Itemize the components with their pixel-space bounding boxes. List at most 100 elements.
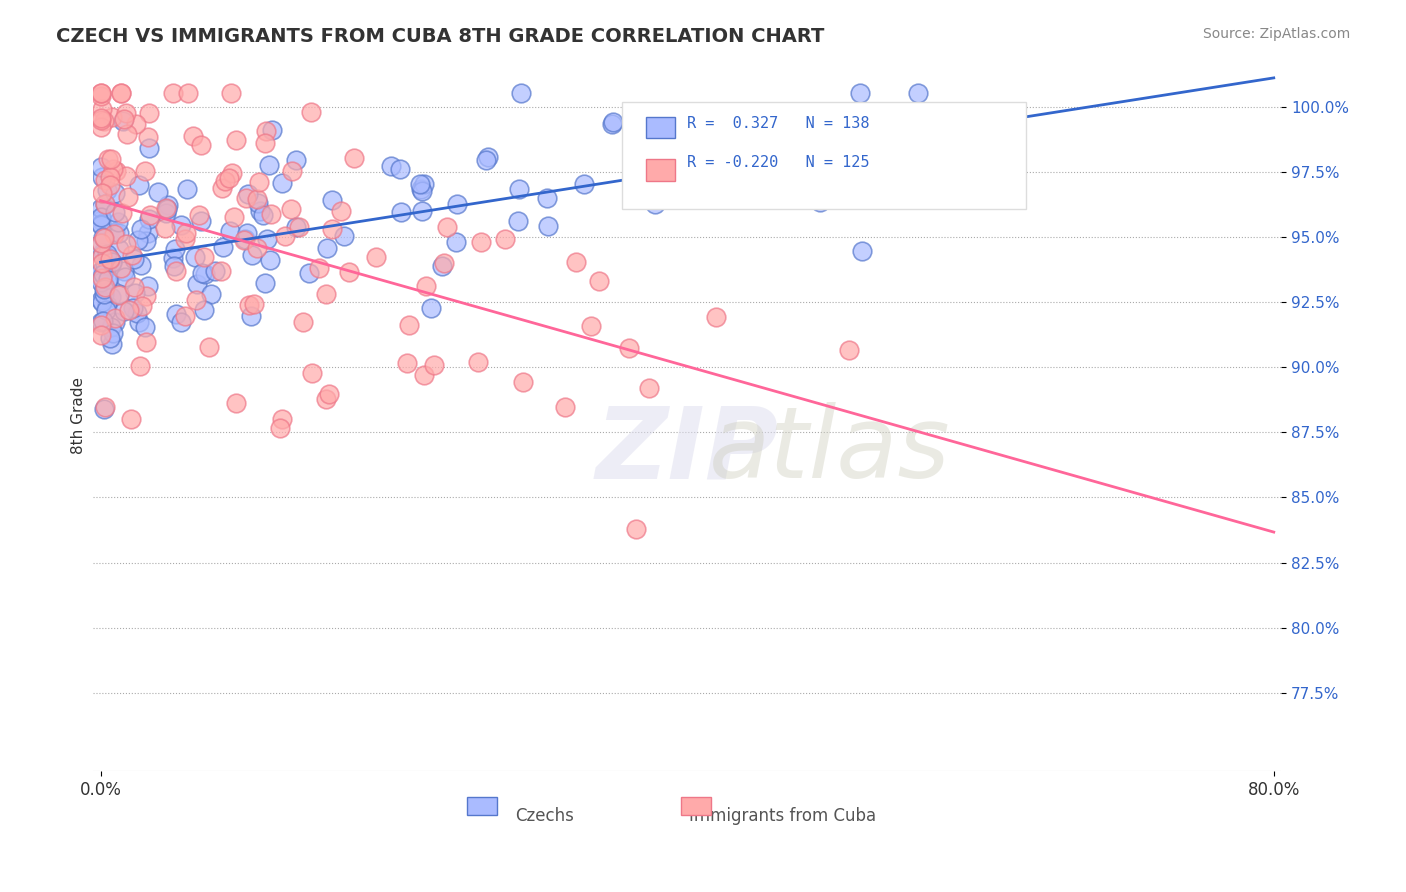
- Point: [259, 253, 281, 268]
- Point: [554, 401, 576, 415]
- Point: [135, 335, 157, 350]
- Point: [512, 376, 534, 390]
- Point: [136, 129, 159, 144]
- Point: [155, 205, 177, 219]
- Point: [209, 263, 232, 277]
- Point: [343, 151, 366, 165]
- Point: [389, 162, 412, 177]
- Point: [509, 87, 531, 101]
- Point: [218, 224, 240, 238]
- Point: [90, 88, 112, 103]
- Point: [219, 87, 242, 101]
- Point: [108, 287, 131, 301]
- Point: [98, 270, 121, 285]
- Point: [104, 311, 127, 326]
- Point: [103, 326, 125, 340]
- Point: [112, 264, 135, 278]
- Point: [107, 215, 129, 229]
- Point: [411, 184, 433, 198]
- Point: [90, 315, 112, 329]
- Point: [97, 271, 120, 285]
- Point: [413, 177, 436, 191]
- Point: [838, 343, 860, 357]
- Point: [138, 207, 160, 221]
- Text: R = -0.220   N = 125: R = -0.220 N = 125: [688, 155, 870, 170]
- Point: [117, 190, 139, 204]
- Point: [93, 113, 115, 128]
- Point: [221, 166, 243, 180]
- Point: [174, 309, 197, 323]
- Point: [233, 233, 256, 247]
- Point: [222, 211, 245, 225]
- Point: [96, 183, 118, 197]
- Point: [301, 366, 323, 380]
- Point: [433, 256, 456, 270]
- Point: [835, 153, 858, 167]
- Point: [100, 152, 122, 166]
- Point: [588, 274, 610, 288]
- Point: [90, 169, 112, 184]
- Point: [91, 314, 114, 328]
- Point: [284, 153, 307, 168]
- Point: [112, 114, 135, 128]
- Point: [107, 226, 129, 240]
- Point: [337, 265, 360, 279]
- Point: [129, 258, 152, 272]
- Point: [262, 123, 284, 137]
- Point: [101, 110, 124, 124]
- Point: [138, 212, 160, 227]
- Point: [90, 218, 112, 232]
- Point: [100, 320, 122, 334]
- Point: [127, 233, 149, 247]
- Point: [194, 267, 217, 281]
- Point: [315, 241, 337, 255]
- Point: [110, 206, 132, 220]
- Point: [432, 260, 454, 274]
- Point: [308, 260, 330, 275]
- Point: [94, 401, 117, 415]
- Point: [155, 201, 177, 215]
- Point: [104, 186, 127, 200]
- Point: [96, 298, 118, 312]
- Point: [565, 254, 588, 268]
- Point: [89, 161, 111, 175]
- Point: [165, 242, 187, 256]
- Point: [321, 222, 343, 236]
- Point: [115, 105, 138, 120]
- Point: [235, 191, 257, 205]
- Point: [737, 155, 759, 169]
- FancyBboxPatch shape: [645, 117, 675, 138]
- Point: [204, 264, 226, 278]
- Point: [233, 232, 256, 246]
- Point: [90, 327, 112, 342]
- Point: [389, 205, 412, 219]
- Point: [115, 128, 138, 142]
- Point: [280, 202, 302, 216]
- Point: [103, 315, 125, 329]
- Point: [138, 105, 160, 120]
- Point: [704, 310, 727, 324]
- Point: [90, 294, 112, 309]
- Point: [280, 164, 302, 178]
- Point: [808, 194, 831, 209]
- Point: [98, 252, 121, 266]
- Point: [212, 240, 235, 254]
- Point: [475, 153, 498, 167]
- Point: [90, 293, 112, 307]
- Point: [470, 235, 492, 249]
- Point: [93, 282, 115, 296]
- Point: [91, 245, 114, 260]
- Point: [153, 220, 176, 235]
- Point: [98, 178, 121, 192]
- Point: [129, 359, 152, 373]
- Point: [115, 169, 138, 184]
- Point: [129, 222, 152, 236]
- Point: [190, 138, 212, 153]
- Point: [574, 177, 596, 191]
- Point: [644, 197, 666, 211]
- FancyBboxPatch shape: [681, 797, 711, 815]
- Point: [508, 182, 530, 196]
- Point: [423, 358, 446, 372]
- Point: [134, 164, 156, 178]
- Point: [114, 237, 136, 252]
